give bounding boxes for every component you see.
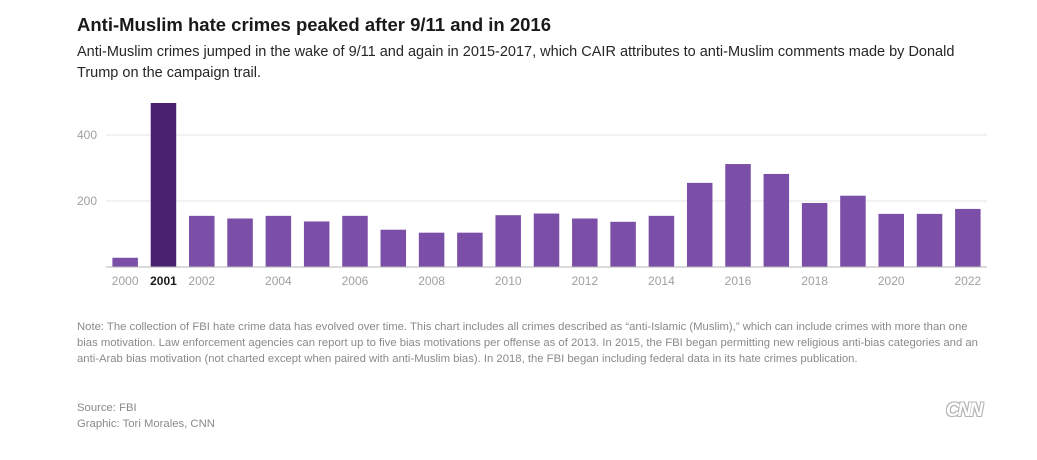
bar-2003 — [227, 218, 253, 267]
chart-note: Note: The collection of FBI hate crime d… — [77, 321, 978, 365]
x-tick-label-2012: 2012 — [571, 274, 598, 288]
bar-2015 — [686, 182, 713, 267]
x-tick-label-2001: 2001 — [150, 274, 177, 288]
bar-2020 — [878, 213, 904, 267]
bar-2021 — [916, 213, 943, 267]
bar-2004 — [265, 215, 292, 267]
chart-title: Anti-Muslim hate crimes peaked after 9/1… — [77, 14, 551, 35]
y-tick-label-200: 200 — [77, 194, 97, 208]
x-tick-label-2004: 2004 — [265, 274, 292, 288]
bar-2013 — [610, 221, 636, 267]
bar-2012 — [572, 218, 598, 267]
bar-2014 — [648, 215, 675, 267]
bar-2001 — [150, 102, 177, 268]
x-tick-label-2020: 2020 — [878, 274, 905, 288]
bar-2017 — [763, 173, 790, 267]
bar-2011 — [533, 213, 560, 267]
y-tick-label-400: 400 — [77, 128, 97, 142]
bar-2007 — [380, 229, 407, 267]
x-tick-label-2016: 2016 — [725, 274, 752, 288]
chart-subtitle: Anti-Muslim crimes jumped in the wake of… — [77, 44, 955, 81]
x-tick-label-2006: 2006 — [342, 274, 369, 288]
bar-2006 — [342, 215, 368, 267]
source-block: Source: FBI Graphic: Tori Morales, CNN — [77, 400, 215, 432]
graphic-credit: Graphic: Tori Morales, CNN — [77, 418, 215, 430]
bar-chart: 200 400 2000 2001 2002 2004 2006 2008 2010 2012 20… — [77, 102, 987, 288]
x-tick-label-2018: 2018 — [801, 274, 828, 288]
x-tick-label-2008: 2008 — [418, 274, 445, 288]
x-tick-label-2000: 2000 — [112, 274, 139, 288]
bar-2005 — [303, 221, 330, 267]
bar-2009 — [457, 232, 483, 267]
bar-2000 — [112, 257, 138, 267]
x-tick-label-2010: 2010 — [495, 274, 522, 288]
bar-2022 — [955, 208, 981, 267]
bar-2008 — [418, 232, 445, 267]
bar-2016 — [725, 164, 751, 267]
bar-2018 — [801, 202, 828, 267]
bar-2010 — [495, 215, 521, 267]
bar-2002 — [189, 215, 215, 267]
source-text: Source: FBI — [77, 402, 137, 414]
x-tick-label-2002: 2002 — [188, 274, 215, 288]
x-tick-label-2022: 2022 — [954, 274, 981, 288]
bar-2019 — [840, 195, 866, 267]
cnn-logo: CNN — [946, 400, 983, 421]
x-tick-label-2014: 2014 — [648, 274, 675, 288]
